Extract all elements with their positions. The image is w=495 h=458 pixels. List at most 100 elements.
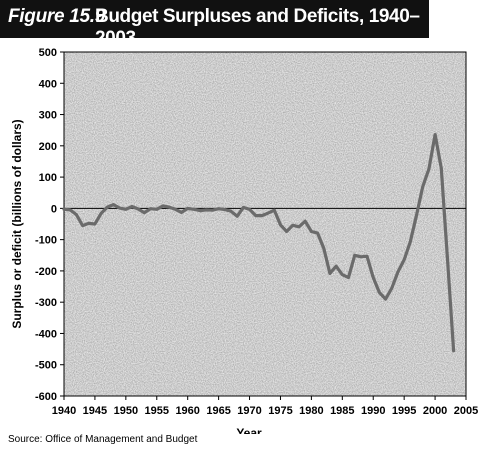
data-point [403, 258, 405, 261]
data-point [440, 167, 443, 170]
data-point [100, 212, 102, 215]
y-tick-label: 0 [51, 203, 57, 215]
data-point [397, 271, 399, 273]
y-tick-label: -100 [35, 235, 57, 247]
data-point [180, 211, 183, 214]
x-tick-label: 1970 [237, 405, 261, 417]
y-tick-label: 100 [39, 172, 57, 184]
x-tick-label: 2005 [454, 405, 478, 417]
data-point [242, 206, 245, 209]
x-tick-label: 1945 [83, 405, 107, 417]
data-point [310, 230, 313, 233]
data-point [199, 209, 201, 212]
data-point [304, 220, 307, 222]
y-tick-label: 400 [39, 78, 57, 90]
x-tick-label: 1955 [145, 405, 169, 417]
data-point [248, 208, 251, 211]
data-point [409, 241, 412, 243]
data-point [168, 206, 170, 208]
data-point [69, 209, 71, 211]
data-point [211, 209, 214, 212]
data-point [341, 273, 344, 276]
data-point [329, 272, 331, 275]
data-point [112, 203, 115, 206]
data-point [254, 214, 257, 217]
y-tick-label: -400 [35, 328, 57, 340]
budget-line-chart: 500 400 300 200 100 0 -100 -200 -300 -400 -500 -600… [10, 47, 478, 434]
data-point [434, 133, 436, 136]
data-point [236, 215, 238, 217]
data-point [452, 349, 455, 352]
data-point [366, 255, 368, 258]
x-tick-label: 1990 [361, 405, 385, 417]
data-point [390, 287, 393, 289]
data-point [94, 223, 96, 225]
y-tick-label: -600 [35, 391, 57, 403]
data-point [230, 210, 232, 212]
y-tick-label: -200 [35, 266, 57, 278]
data-point [224, 208, 226, 211]
data-point [316, 232, 319, 234]
data-point [415, 214, 418, 217]
source-note: Source: Office of Management and Budget [8, 434, 198, 445]
data-point [149, 207, 152, 210]
data-point [353, 254, 356, 257]
data-point [335, 265, 337, 268]
data-point [155, 208, 158, 211]
data-point [217, 207, 220, 210]
data-point [75, 213, 78, 216]
data-point [125, 208, 127, 211]
y-tick-label: 200 [39, 141, 57, 153]
x-tick-label: 1960 [175, 405, 199, 417]
data-point [285, 230, 288, 233]
y-tick-label: 500 [39, 47, 57, 59]
plot-texture [64, 52, 466, 396]
y-axis-title: Surplus or deficit (billions of dollars) [10, 119, 24, 328]
x-tick-label: 1985 [330, 405, 354, 417]
y-tick-label: 300 [39, 110, 57, 122]
x-tick-label: 1965 [206, 405, 230, 417]
x-tick-label: 1980 [299, 405, 323, 417]
y-tick-label: -500 [35, 360, 57, 372]
data-point [137, 208, 140, 210]
data-point [372, 276, 375, 279]
data-point [186, 207, 189, 210]
data-point [360, 256, 362, 258]
data-point [378, 291, 381, 294]
data-point [428, 168, 430, 170]
data-point [143, 211, 146, 214]
plot-border [63, 51, 467, 397]
data-point [279, 224, 282, 226]
data-point [118, 207, 121, 209]
data-point [205, 209, 208, 211]
data-point [261, 214, 263, 217]
data-point [384, 298, 387, 300]
data-point [106, 206, 109, 208]
x-tick-label: 1940 [52, 405, 76, 417]
data-point [87, 222, 90, 225]
series-line-1 [62, 132, 456, 353]
data-point [267, 212, 269, 214]
x-axis-title: Year [236, 426, 262, 434]
figure-title: Budget Surpluses and Deficits, 1940–2003 [95, 6, 420, 49]
data-point [347, 276, 350, 279]
x-tick-label: 1950 [114, 405, 138, 417]
data-point [81, 224, 84, 227]
x-tick-label: 2000 [423, 405, 447, 417]
y-tick-label: -300 [35, 297, 57, 309]
data-point [131, 205, 133, 208]
data-point [174, 208, 177, 211]
data-point [298, 226, 300, 228]
figure-title-bar: Figure 15.9 Budget Surpluses and Deficit… [0, 0, 429, 49]
x-tick-label: 1995 [392, 405, 416, 417]
data-point [421, 185, 424, 188]
figure-label: Figure 15.9 [8, 6, 106, 27]
data-point [292, 224, 294, 227]
data-point [273, 209, 276, 212]
x-tick-label: 1975 [268, 405, 292, 417]
data-point [63, 208, 65, 211]
data-point [322, 247, 325, 250]
data-point [193, 208, 195, 211]
data-point [162, 205, 164, 207]
data-point [446, 256, 449, 259]
